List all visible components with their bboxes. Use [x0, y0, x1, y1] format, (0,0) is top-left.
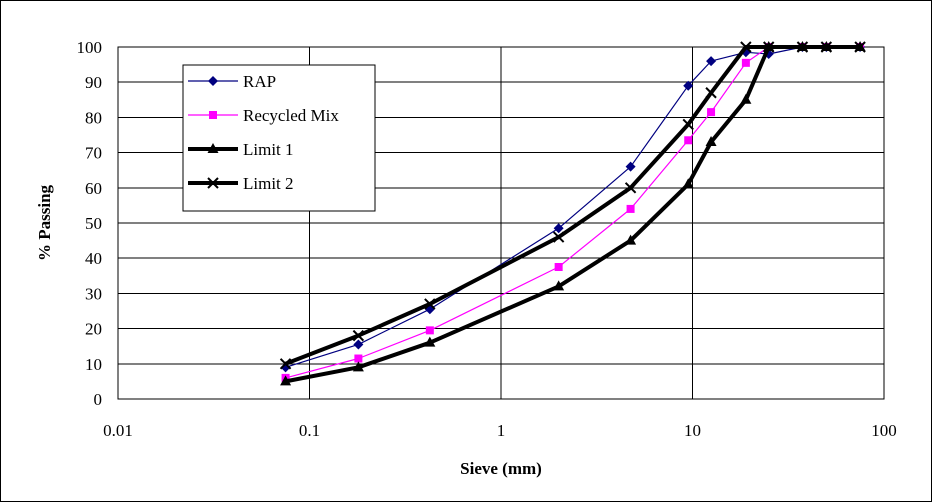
legend-item: Limit 2: [188, 174, 294, 193]
series-limit-2: [279, 41, 866, 370]
data-point-marker: [682, 118, 694, 131]
data-point-marker: [207, 177, 219, 189]
data-point-marker: [854, 41, 866, 53]
data-point-marker: [625, 161, 636, 172]
series-line: [284, 45, 861, 366]
data-point-marker: [705, 87, 717, 99]
data-point-marker: [353, 339, 364, 350]
data-point-marker: [740, 41, 752, 53]
x-tick-label: 0.1: [299, 421, 320, 440]
data-point-marker: [684, 136, 693, 145]
data-point-marker: [705, 136, 717, 147]
legend-box: [182, 64, 376, 212]
y-axis-tick-labels: 0 10 20 30 40 50 60 70 80 90 100: [77, 38, 103, 409]
data-point-marker: [425, 326, 434, 335]
data-point-marker: [424, 298, 436, 310]
data-point-marker: [424, 336, 436, 347]
data-point-marker: [279, 358, 292, 370]
y-tick-label: 30: [85, 284, 102, 303]
data-point-marker: [626, 204, 635, 213]
data-point-marker: [553, 223, 564, 234]
legend-item: Limit 1: [188, 140, 294, 159]
data-point-marker: [707, 108, 716, 117]
data-point-marker: [625, 234, 637, 245]
series-layer: [279, 41, 866, 386]
data-point-marker: [820, 41, 833, 53]
legend-label: Recycled Mix: [243, 106, 339, 125]
data-point-marker: [553, 280, 565, 291]
data-point-marker: [207, 143, 219, 153]
y-tick-label: 90: [85, 73, 102, 92]
data-point-marker: [683, 80, 694, 91]
data-point-marker: [554, 263, 563, 271]
x-tick-label: 100: [871, 421, 897, 440]
data-point-marker: [682, 178, 694, 189]
y-tick-label: 0: [94, 390, 103, 409]
y-tick-label: 40: [85, 249, 102, 268]
data-point-marker: [741, 58, 750, 67]
data-point-marker: [762, 41, 775, 53]
x-tick-label: 0.01: [103, 421, 133, 440]
y-tick-label: 100: [77, 38, 103, 57]
y-tick-label: 80: [85, 108, 102, 127]
legend-label: Limit 2: [243, 174, 294, 193]
x-axis-tick-labels: 0.01 0.1 1 10 100: [103, 421, 897, 440]
data-point-marker: [280, 375, 292, 386]
data-point-marker: [706, 56, 717, 67]
legend-label: RAP: [243, 72, 276, 91]
data-point-marker: [354, 354, 363, 363]
data-point-marker: [209, 111, 217, 119]
data-point-marker: [624, 182, 637, 194]
legend-item: Recycled Mix: [188, 106, 339, 125]
data-point-marker: [352, 361, 364, 372]
y-tick-label: 70: [85, 144, 102, 163]
x-axis-title: Sieve (mm): [460, 459, 542, 478]
y-tick-label: 10: [85, 355, 102, 374]
y-tick-label: 60: [85, 179, 102, 198]
data-point-marker: [552, 231, 565, 243]
legend-item: RAP: [188, 72, 276, 91]
legend: RAP Recycled Mix Limit 1 Limit 2: [182, 64, 376, 212]
legend-label: Limit 1: [243, 140, 294, 159]
y-axis-title: % Passing: [35, 184, 54, 261]
data-point-marker: [796, 41, 809, 53]
y-tick-label: 50: [85, 214, 102, 233]
plot-area-frame: [117, 46, 885, 400]
y-tick-label: 20: [85, 320, 102, 339]
x-tick-label: 1: [497, 421, 506, 440]
data-point-marker: [352, 329, 365, 342]
data-point-marker: [740, 93, 752, 104]
x-tick-label: 10: [684, 421, 701, 440]
data-point-marker: [208, 76, 218, 86]
